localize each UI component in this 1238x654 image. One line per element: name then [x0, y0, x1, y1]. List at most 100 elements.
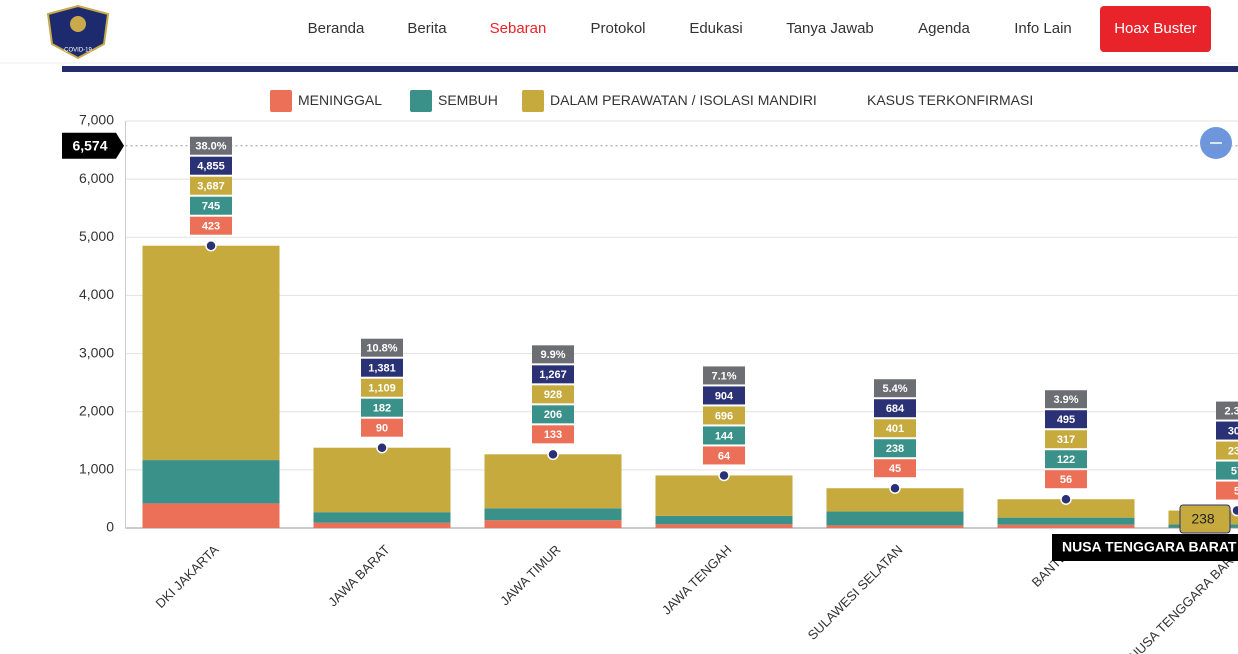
- logo-emblem: [70, 16, 86, 32]
- data-label-box: [1216, 441, 1238, 460]
- y-tick-label: 5,000: [79, 228, 114, 244]
- data-label: 238: [886, 443, 904, 455]
- data-label: 928: [544, 389, 562, 401]
- bar-segment[interactable]: [313, 522, 451, 528]
- point[interactable]: [376, 441, 388, 454]
- x-tick-label: JAWA BARAT: [325, 542, 393, 610]
- data-label: 317: [1057, 434, 1075, 446]
- data-label-box: [361, 378, 403, 397]
- data-label-box: [1216, 481, 1238, 500]
- data-label-box: [703, 446, 745, 465]
- data-label-box: [190, 216, 232, 235]
- data-label-box: [1045, 390, 1087, 409]
- hoax-button-label[interactable]: Hoax Buster: [1114, 20, 1197, 37]
- y-tick-label: 2,000: [79, 402, 114, 418]
- point[interactable]: [718, 469, 730, 482]
- data-label-box: [361, 358, 403, 377]
- bar-segment[interactable]: [484, 508, 622, 521]
- data-label: 238: [1228, 445, 1238, 457]
- data-label-box: [703, 366, 745, 385]
- hoax-button[interactable]: [1100, 6, 1211, 52]
- bar-segment[interactable]: [826, 525, 964, 528]
- bar-segment[interactable]: [313, 447, 451, 513]
- logo[interactable]: COVID-19: [46, 4, 110, 60]
- nav-link[interactable]: Tanya Jawab: [786, 20, 874, 37]
- data-label-box: [190, 176, 232, 195]
- nav-link[interactable]: Beranda: [308, 20, 365, 37]
- point[interactable]: [1060, 493, 1072, 505]
- y-tick-label: 6,000: [79, 170, 114, 186]
- data-label-box: [1045, 470, 1087, 489]
- bar-segment[interactable]: [826, 511, 964, 526]
- legend-swatch: [410, 90, 432, 112]
- data-label-box: [1045, 430, 1087, 449]
- bar-segment[interactable]: [142, 460, 280, 504]
- nav-link[interactable]: Sebaran: [490, 20, 547, 37]
- data-label: 90: [376, 423, 388, 435]
- data-label: 1,109: [368, 383, 396, 395]
- x-tick: SULAWESI SELATAN: [805, 542, 906, 643]
- data-label: 10.8%: [366, 343, 397, 355]
- y-tick-label: 1,000: [79, 461, 114, 477]
- data-label-box: [1216, 421, 1238, 440]
- point[interactable]: [205, 239, 217, 252]
- nav-link[interactable]: Info Lain: [1014, 20, 1072, 37]
- x-tick-label: DKI JAKARTA: [153, 542, 222, 611]
- data-label: 3,687: [197, 181, 225, 193]
- data-label: 495: [1057, 414, 1075, 426]
- point[interactable]: [1231, 504, 1238, 517]
- bar-segment[interactable]: [142, 503, 280, 528]
- x-tick-label: JAWA TENGAH: [659, 542, 735, 618]
- data-label: 7.1%: [711, 370, 736, 382]
- y-tick-label: 7,000: [79, 112, 114, 128]
- data-label: 745: [202, 201, 220, 213]
- data-label-box: [190, 196, 232, 215]
- nav-link[interactable]: Edukasi: [689, 20, 742, 37]
- legend-label[interactable]: MENINGGAL: [298, 92, 382, 108]
- data-label-box: [532, 385, 574, 404]
- legend-label[interactable]: DALAM PERAWATAN / ISOLASI MANDIRI: [550, 92, 817, 108]
- bar-segment[interactable]: [997, 499, 1135, 518]
- data-label: 401: [886, 423, 904, 435]
- data-label: 904: [715, 390, 734, 402]
- bar-segment[interactable]: [655, 515, 793, 525]
- bar-segment[interactable]: [655, 524, 793, 528]
- data-label-box: [703, 386, 745, 405]
- legend-swatch: [270, 90, 292, 112]
- bar-segment[interactable]: [313, 512, 451, 523]
- legend-label[interactable]: SEMBUH: [438, 92, 498, 108]
- bar-segment[interactable]: [997, 524, 1135, 528]
- data-label: 423: [202, 221, 220, 233]
- data-label: 144: [715, 430, 734, 442]
- nav-link[interactable]: Protokol: [590, 20, 645, 37]
- data-label-box: [361, 418, 403, 437]
- data-label-box: [874, 439, 916, 458]
- crosshair-label-box: [62, 132, 124, 159]
- data-label: 4,855: [197, 161, 225, 173]
- data-label: 3.9%: [1053, 394, 1078, 406]
- bar-segment[interactable]: [997, 517, 1135, 525]
- y-tick-label: 3,000: [79, 344, 114, 360]
- y-tick-label: 0: [106, 519, 114, 535]
- data-label: 9.9%: [540, 349, 565, 361]
- legend-label[interactable]: KASUS TERKONFIRMASI: [867, 92, 1033, 108]
- data-label: 684: [886, 403, 905, 415]
- bar-segment[interactable]: [484, 520, 622, 528]
- data-label-box: [532, 425, 574, 444]
- bar-segment[interactable]: [826, 488, 964, 512]
- bar-segment[interactable]: [142, 245, 280, 461]
- data-label-box: [874, 419, 916, 438]
- nav-link[interactable]: Agenda: [918, 20, 970, 37]
- x-tick-label: SULAWESI SELATAN: [805, 542, 906, 643]
- data-label-box: [361, 338, 403, 357]
- bar-segment[interactable]: [484, 454, 622, 509]
- data-label-box: [532, 365, 574, 384]
- data-label-box: [361, 398, 403, 417]
- nav-link[interactable]: Berita: [407, 20, 447, 37]
- x-tick: JAWA TIMUR: [497, 542, 563, 608]
- bar-segment[interactable]: [655, 475, 793, 516]
- point[interactable]: [889, 482, 901, 494]
- point[interactable]: [547, 448, 559, 461]
